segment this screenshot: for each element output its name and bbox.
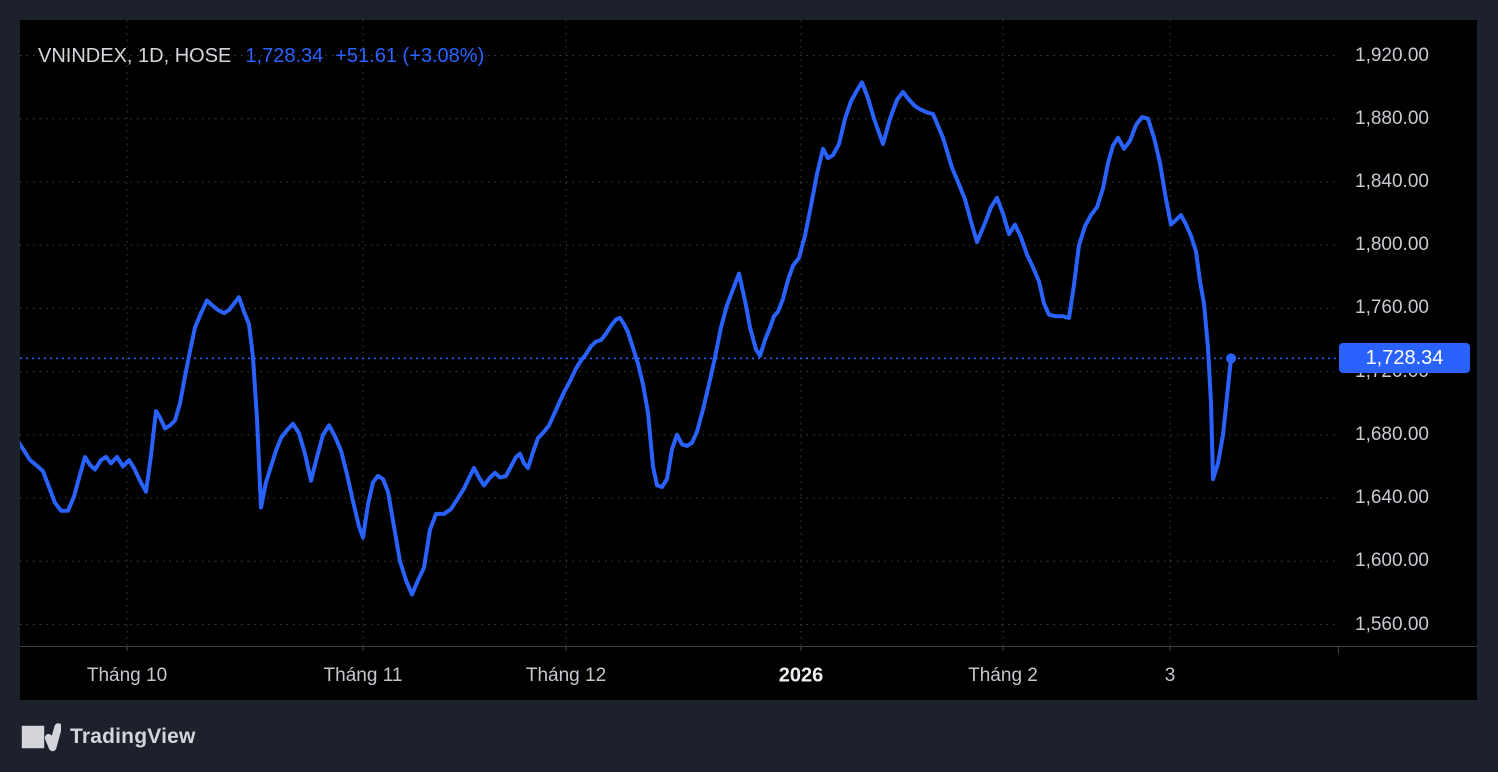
legend[interactable]: VNINDEX, 1D, HOSE 1,728.34 +51.61 (+3.08%) (38, 44, 484, 68)
time-tick-label: 2026 (778, 664, 824, 687)
time-tick-label: Tháng 12 (525, 665, 607, 686)
logo-text: TradingView (70, 725, 196, 748)
grid (20, 20, 1337, 651)
tradingview-logo-mark-icon (21, 723, 61, 752)
last-point-marker (1226, 353, 1236, 364)
price-tick-label: 1,680.00 (1355, 423, 1429, 445)
price-tick-label: 1,640.00 (1355, 487, 1429, 509)
axis-corner-tick (1338, 647, 1339, 654)
time-tick-label: Tháng 2 (968, 665, 1038, 686)
price-tick-label: 1,840.00 (1355, 170, 1429, 192)
price-tick-label: 1,880.00 (1355, 107, 1429, 129)
tradingview-logo[interactable]: TradingView (21, 722, 196, 752)
symbol-title[interactable]: VNINDEX, 1D, HOSE (38, 45, 232, 67)
time-tick-label: Tháng 10 (86, 665, 168, 686)
price-tick-label: 1,800.00 (1355, 234, 1429, 256)
price-change-value: +51.61 (+3.08%) (335, 45, 485, 67)
chart-line (20, 80, 1233, 597)
time-axis-divider (20, 646, 1477, 647)
price-tick-label: 1,560.00 (1355, 613, 1429, 635)
price-tick-label: 1,920.00 (1355, 44, 1429, 66)
time-tick-label: Tháng 11 (323, 665, 403, 686)
price-label-badge: 1,728.34 (1339, 343, 1470, 374)
time-tick-label: 3 (1164, 665, 1176, 686)
last-price-value: 1,728.34 (245, 45, 324, 67)
price-tick-label: 1,760.00 (1355, 297, 1429, 319)
price-tick-label: 1,600.00 (1355, 550, 1429, 572)
